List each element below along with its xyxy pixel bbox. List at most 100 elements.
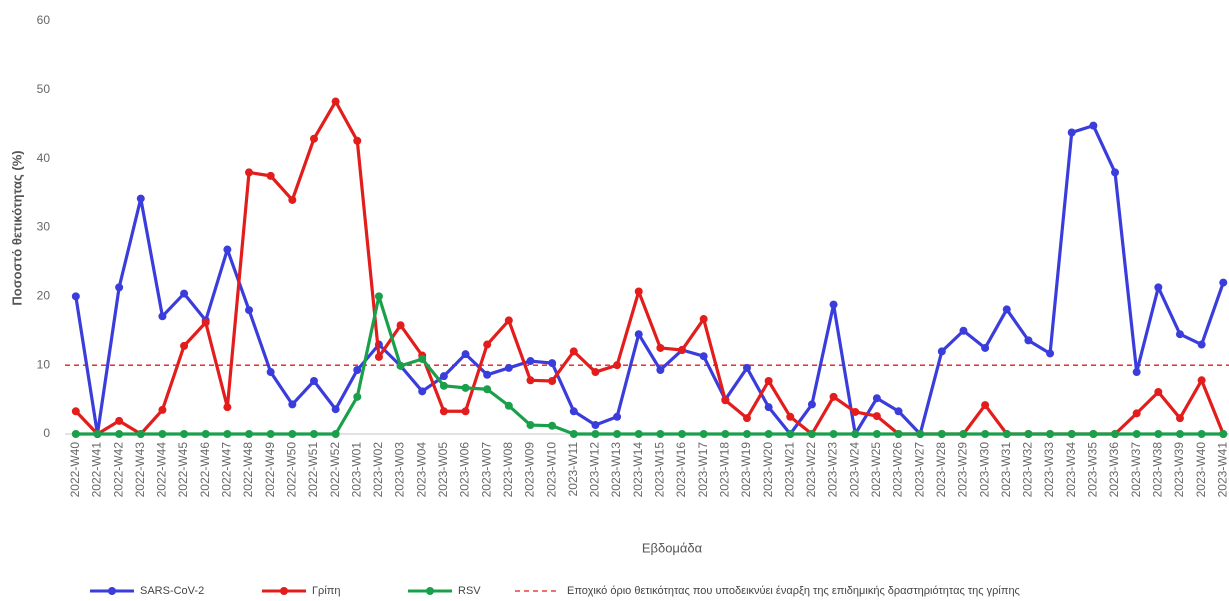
point: [1089, 430, 1098, 438]
point: [71, 430, 80, 438]
x-tick-label: 2022-W44: [155, 442, 169, 498]
point: [1132, 409, 1141, 418]
x-tick-label: 2023-W26: [891, 442, 905, 498]
series: [71, 292, 1228, 438]
x-tick-label: 2023-W18: [717, 442, 731, 498]
point: [223, 430, 232, 438]
x-tick-label: 2023-W07: [479, 442, 493, 498]
point: [1067, 128, 1076, 137]
x-tick-label: 2023-W03: [393, 442, 407, 498]
point: [136, 430, 145, 438]
x-tick-label: 2023-W30: [977, 442, 991, 498]
x-tick-label: 2023-W06: [458, 442, 472, 498]
point: [158, 312, 167, 321]
point: [981, 401, 990, 410]
point: [223, 403, 232, 412]
x-tick-label: 2022-W45: [176, 442, 190, 498]
x-tick-label: 2022-W49: [263, 442, 277, 498]
point: [569, 407, 578, 416]
point: [1154, 388, 1163, 397]
series-line: [74, 99, 1225, 436]
x-tick-label: 2022-W51: [306, 442, 320, 498]
point: [937, 430, 946, 438]
point: [115, 430, 124, 438]
x-tick-label: 2023-W21: [782, 442, 796, 498]
point: [1197, 340, 1206, 349]
x-tick-label: 2023-W14: [631, 442, 645, 498]
point: [548, 359, 557, 368]
point: [894, 407, 903, 416]
point: [115, 283, 124, 292]
point: [699, 315, 708, 324]
point: [699, 352, 708, 361]
point: [439, 381, 448, 390]
point: [764, 403, 773, 412]
point: [374, 292, 383, 301]
x-tick-label: 2023-W41: [1215, 442, 1229, 498]
point: [483, 370, 492, 379]
legend-label: Εποχικό όριο θετικότητας που υποδεικνύει…: [567, 585, 1020, 597]
point: [1154, 283, 1163, 292]
point: [764, 430, 773, 438]
point: [981, 343, 990, 352]
point: [396, 361, 405, 370]
point: [872, 430, 881, 438]
point: [591, 421, 600, 430]
point: [115, 416, 124, 425]
point: [158, 430, 167, 438]
x-tick-label: 2023-W19: [739, 442, 753, 498]
x-tick-label: 2023-W01: [349, 442, 363, 498]
point: [266, 430, 275, 438]
point: [851, 430, 860, 438]
point: [742, 430, 751, 438]
x-axis-title: Εβδομάδα: [642, 540, 703, 555]
point: [504, 316, 513, 325]
y-axis-title: Ποσοστό θετικότητας (%): [9, 150, 24, 305]
point: [1046, 430, 1055, 438]
point: [461, 383, 470, 392]
point: [245, 430, 254, 438]
x-tick-label: 2023-W40: [1194, 442, 1208, 498]
point: [1132, 430, 1141, 438]
legend-swatch-dot: [280, 587, 288, 595]
point: [786, 430, 795, 438]
point: [461, 407, 470, 416]
point: [526, 421, 535, 430]
point: [288, 400, 297, 409]
x-tick-label: 2023-W16: [674, 442, 688, 498]
point: [894, 430, 903, 438]
point: [829, 430, 838, 438]
point: [1046, 349, 1055, 358]
point: [418, 354, 427, 363]
point: [959, 326, 968, 335]
point: [742, 414, 751, 423]
x-tick-label: 2022-W43: [133, 442, 147, 498]
x-tick-label: 2023-W29: [956, 442, 970, 498]
point: [201, 430, 210, 438]
point: [1175, 430, 1184, 438]
point: [331, 97, 340, 106]
point: [353, 365, 362, 374]
y-tick-label: 10: [37, 357, 51, 371]
point: [1067, 430, 1076, 438]
point: [656, 365, 665, 374]
point: [548, 376, 557, 385]
point: [807, 400, 816, 409]
x-tick-label: 2022-W48: [241, 442, 255, 498]
point: [613, 430, 622, 438]
point: [1219, 430, 1228, 438]
x-tick-label: 2023-W09: [523, 442, 537, 498]
point: [699, 430, 708, 438]
point: [483, 385, 492, 394]
point: [180, 430, 189, 438]
point: [916, 430, 925, 438]
x-tick-label: 2023-W17: [696, 442, 710, 498]
series: [71, 97, 1228, 438]
x-tick-label: 2023-W20: [761, 442, 775, 498]
point: [439, 372, 448, 381]
x-tick-label: 2022-W52: [328, 442, 342, 498]
x-tick-label: 2023-W27: [912, 442, 926, 498]
point: [1002, 305, 1011, 314]
point: [1111, 430, 1120, 438]
point: [504, 401, 513, 410]
